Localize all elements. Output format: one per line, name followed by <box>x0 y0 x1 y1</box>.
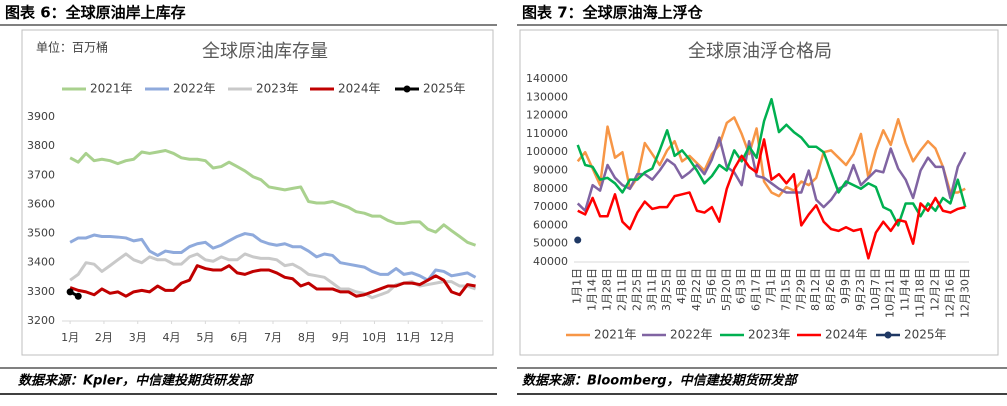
y-tick-label: 3900 <box>27 110 55 123</box>
series-line <box>69 149 477 247</box>
y-tick-label: 140000 <box>526 72 568 85</box>
legend-marker <box>884 331 892 339</box>
y-tick-label: 3700 <box>27 168 55 181</box>
x-tick-label: 1月14日 <box>586 268 599 311</box>
figure-caption: 图表 7：全球原油海上浮仓 <box>522 4 704 22</box>
y-tick-label: 50000 <box>533 237 568 250</box>
x-tick-label: 5月6日 <box>705 268 718 304</box>
chart-frame <box>21 29 494 356</box>
series-line <box>69 252 477 300</box>
x-tick-label: 6月 <box>230 331 248 344</box>
y-tick-label: 60000 <box>533 218 568 231</box>
source-note: 数据来源：Kpler，中信建投期货研发部 <box>18 373 255 389</box>
unit-label: 单位：百万桶 <box>36 40 108 55</box>
y-tick-label: 3300 <box>27 285 55 298</box>
y-tick-label: 3400 <box>27 256 55 269</box>
series-line <box>69 232 477 282</box>
legend-label: 2022年 <box>670 328 713 342</box>
y-tick-label: 3500 <box>27 227 55 240</box>
chart-title: 全球原油浮仓格局 <box>688 41 832 62</box>
x-tick-label: 2月25日 <box>630 268 643 311</box>
y-tick-label: 70000 <box>533 200 568 213</box>
x-tick-label: 11月4日 <box>899 268 912 311</box>
legend-label: 2025年 <box>904 328 947 342</box>
x-tick-label: 8月12日 <box>809 268 822 311</box>
y-tick-label: 100000 <box>526 145 568 158</box>
x-tick-label: 8月 <box>298 331 316 344</box>
series-marker <box>74 292 82 300</box>
legend-label: 2022年 <box>173 82 216 96</box>
series-line <box>69 264 476 298</box>
x-tick-label: 7月29日 <box>794 268 807 311</box>
y-tick-label: 3200 <box>27 314 55 327</box>
x-tick-label: 2月11日 <box>615 268 628 311</box>
series-line <box>576 97 967 227</box>
x-tick-label: 3月 <box>129 331 147 344</box>
legend-marker <box>403 85 411 93</box>
x-tick-label: 5月20日 <box>720 268 733 311</box>
y-tick-label: 90000 <box>533 164 568 177</box>
series-marker <box>574 236 582 244</box>
y-tick-label: 40000 <box>533 255 568 268</box>
x-tick-label: 4月8日 <box>675 268 688 304</box>
chart-title: 全球原油库存量 <box>202 41 328 62</box>
x-tick-label: 9月9日 <box>839 268 852 304</box>
legend-label: 2021年 <box>594 328 637 342</box>
x-tick-label: 6月3日 <box>735 268 748 304</box>
x-tick-label: 7月15日 <box>779 268 792 311</box>
series-line <box>576 116 966 198</box>
x-tick-label: 12月16日 <box>943 268 956 318</box>
x-tick-label: 11月 <box>396 331 421 344</box>
x-tick-label: 7月1日 <box>765 268 778 304</box>
y-tick-label: 130000 <box>526 90 568 103</box>
x-tick-label: 12月30日 <box>958 268 971 318</box>
x-tick-label: 10月21日 <box>884 268 897 318</box>
x-tick-label: 5月 <box>196 331 214 344</box>
x-tick-label: 1月28日 <box>601 268 614 311</box>
x-tick-label: 4月 <box>163 331 181 344</box>
x-tick-label: 11月18日 <box>914 268 927 318</box>
y-tick-label: 3600 <box>27 197 55 210</box>
x-tick-label: 6月17日 <box>750 268 763 311</box>
source-note: 数据来源：Bloomberg，中信建投期货研发部 <box>522 373 800 389</box>
series-line <box>577 138 966 260</box>
legend-label: 2023年 <box>748 328 791 342</box>
x-tick-label: 1月1日 <box>571 268 584 304</box>
y-tick-label: 3800 <box>27 139 55 152</box>
y-tick-label: 80000 <box>533 182 568 195</box>
x-tick-label: 7月 <box>264 331 282 344</box>
x-tick-label: 4月22日 <box>690 268 703 311</box>
y-tick-label: 110000 <box>526 127 568 140</box>
x-tick-label: 10月7日 <box>869 268 882 311</box>
x-tick-label: 9月23日 <box>854 268 867 311</box>
legend-label: 2023年 <box>256 82 299 96</box>
figure-caption: 图表 6：全球原油岸上库存 <box>5 4 186 22</box>
x-tick-label: 12月 <box>430 331 455 344</box>
legend-label: 2024年 <box>825 328 868 342</box>
x-tick-label: 10月 <box>362 331 387 344</box>
x-tick-label: 9月 <box>332 331 350 344</box>
legend-label: 2024年 <box>338 82 381 96</box>
x-tick-label: 3月25日 <box>660 268 673 311</box>
x-tick-label: 1月 <box>61 331 79 344</box>
legend-label: 2025年 <box>423 82 466 96</box>
x-tick-label: 3月11日 <box>645 268 658 311</box>
x-tick-label: 8月26日 <box>824 268 837 311</box>
series-marker <box>66 288 74 296</box>
y-tick-label: 120000 <box>526 109 568 122</box>
legend-label: 2021年 <box>90 82 133 96</box>
x-tick-label: 2月 <box>95 331 113 344</box>
x-tick-label: 12月2日 <box>928 268 941 311</box>
chart-frame <box>519 29 999 356</box>
